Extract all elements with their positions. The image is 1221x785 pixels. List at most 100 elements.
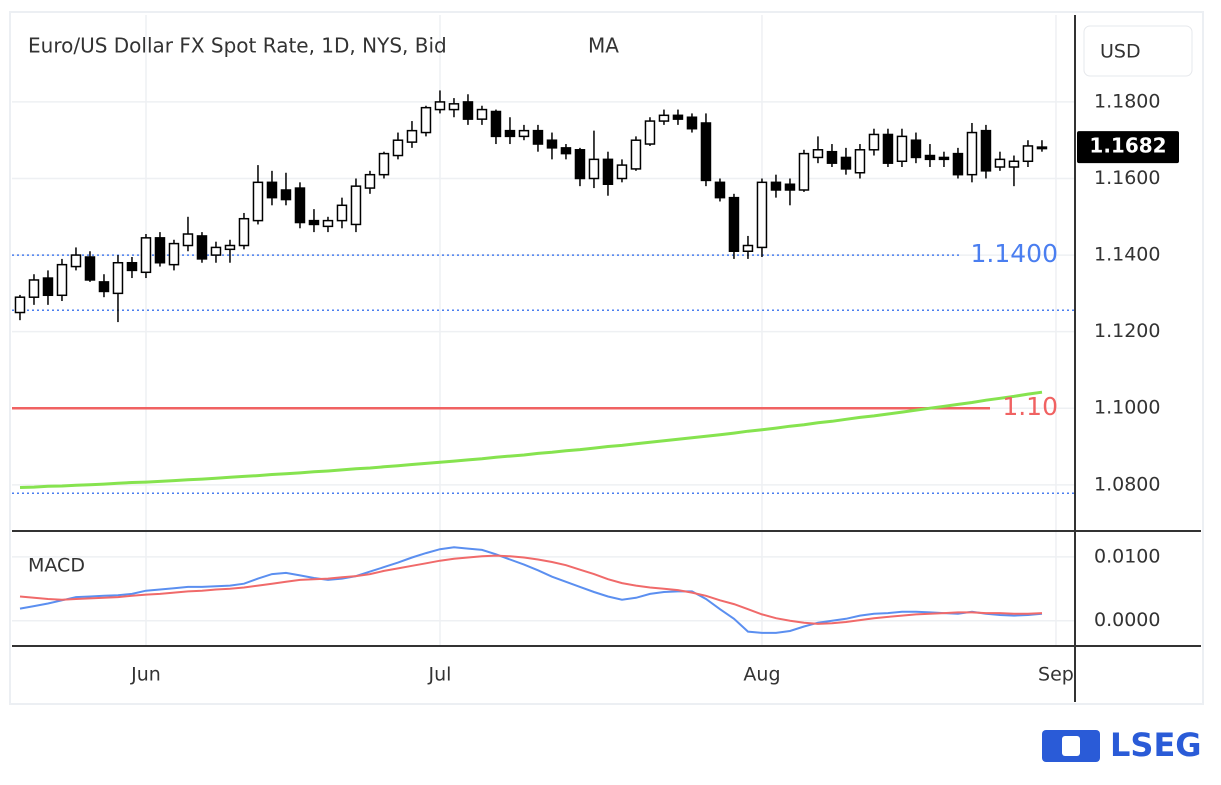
candle-body [350,185,362,226]
candle-body [868,133,880,151]
candle-body [966,131,978,176]
candle-body [84,256,96,281]
candle-body [658,114,670,122]
ma-legend: MA [588,34,619,58]
marks [12,90,1075,634]
candle-body [196,235,208,260]
y-tick-label: 0.0000 [1094,609,1160,631]
x-tick-label: Jun [130,664,161,686]
candle-body [448,103,460,111]
candle-body [168,242,180,266]
candle-body [210,246,222,256]
x-tick-label: Sep [1038,664,1074,686]
candle-body [70,254,82,268]
candle-body [308,219,320,226]
candle-body [532,129,544,145]
y-tick-label: 1.1000 [1094,397,1160,419]
candle-body [364,173,376,189]
candle-body [154,237,166,264]
candle-body [616,164,628,180]
candle-body [98,281,110,293]
unit-box [1083,25,1193,77]
candle-body [140,237,152,274]
candle-body [882,133,894,164]
candle-body [490,110,502,138]
candle-body [770,181,782,191]
candle-body [826,150,838,164]
candle-body [462,101,474,120]
y-tick-label: 1.0800 [1094,473,1160,495]
candle-body [266,181,278,199]
candle-body [588,158,600,180]
candle-body [280,189,292,201]
candle-body [406,129,418,143]
candle-body [238,217,250,247]
chart-title: Euro/US Dollar FX Spot Rate, 1D, NYS, Bi… [28,34,447,58]
macd-label: MACD [28,555,85,577]
candle-body [392,139,404,157]
brand: LSEG [1110,726,1202,764]
candle-body [896,135,908,163]
candle-body [840,156,852,170]
macd-line [19,554,1043,625]
candle-body [1036,146,1048,150]
candle-body [756,181,768,249]
candle-body [112,261,124,295]
candle-body [630,139,642,170]
candle-body [728,196,740,252]
candle-body [518,129,530,138]
candle-body [602,158,614,185]
candle-body [126,261,138,272]
last-price-box [1077,131,1179,164]
candle-body [798,152,810,191]
candle-body [910,139,922,159]
candle-body [784,183,796,191]
candle-body [322,219,334,228]
candle-body [938,156,950,161]
candle-body [420,106,432,134]
candle-body [700,122,712,182]
level-label: 1.10 [1002,392,1058,421]
candle-body [1022,145,1034,163]
candle-body [28,279,40,298]
y-tick-label: 0.0100 [1094,545,1160,567]
candle-body [294,187,306,224]
candle-body [336,204,348,222]
candle-body [14,296,26,314]
candle-body [742,244,754,252]
candle-body [560,147,572,155]
candle-body [672,114,684,120]
lseg-logo: LSEG [1042,726,1202,764]
candle-body [924,154,936,161]
y-tick-label: 1.1600 [1094,167,1160,189]
candle-body [994,158,1006,168]
candle-body [574,149,586,180]
candle-body [182,233,194,247]
y-tick-label: 1.1400 [1094,244,1160,266]
candle-body [980,129,992,172]
candle-body [56,263,68,297]
candle-body [224,244,236,251]
macd-line [19,546,1043,634]
y-tick-label: 1.1800 [1094,90,1160,112]
last-price-label: 1.1682 [1089,134,1166,158]
candle-body [434,101,446,111]
level-label: 1.1400 [971,239,1058,268]
x-tick-label: Aug [743,664,780,686]
candle-body [476,108,488,120]
y-tick-label: 1.1200 [1094,320,1160,342]
candle-body [812,149,824,159]
candle-body [714,181,726,199]
chart-frame [9,11,1204,705]
candle-body [42,277,54,297]
candle-body [504,129,516,138]
candle-body [952,152,964,176]
candle-body [546,139,558,149]
unit-label: USD [1100,41,1141,63]
candle-body [854,149,866,174]
candle-body [252,181,264,222]
logo-shield [1062,736,1080,756]
candle-body [1008,160,1020,168]
ma-line [19,390,1043,489]
